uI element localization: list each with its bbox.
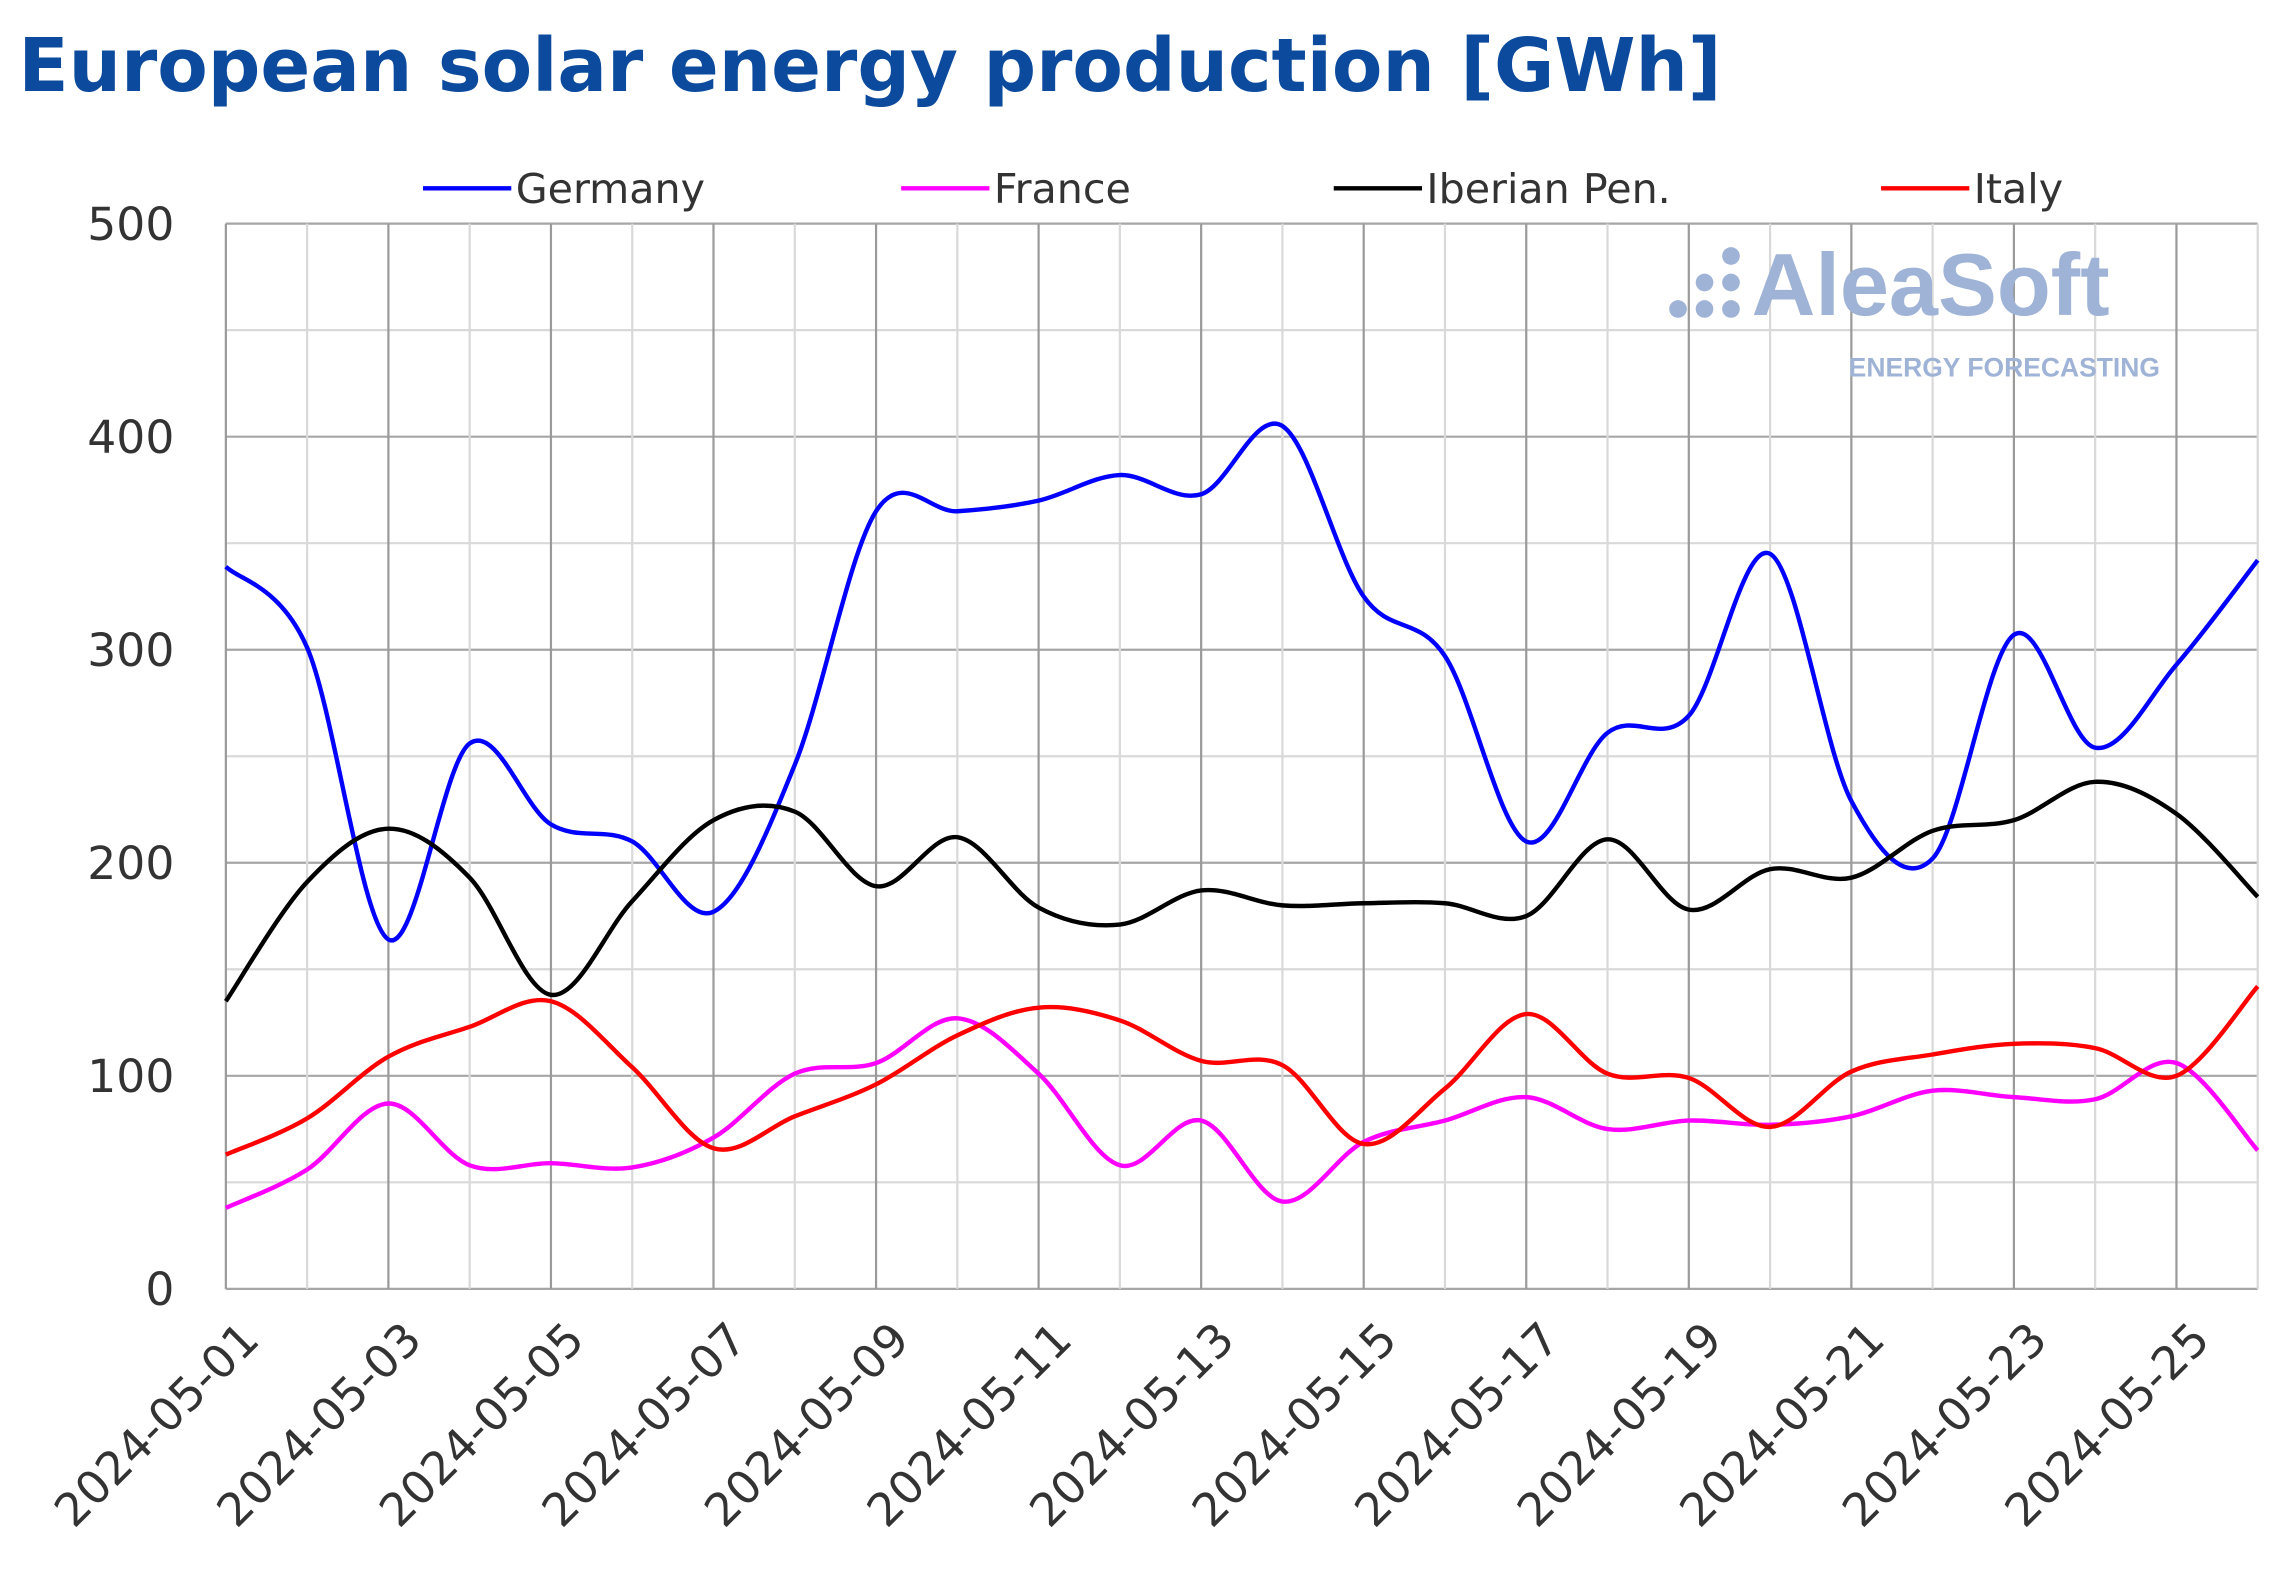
series-lines (224, 421, 2260, 1210)
y-tick-label: 200 (87, 837, 174, 890)
series-line-iberian-pen- (224, 779, 2260, 1003)
y-tick-label: 300 (87, 624, 174, 677)
y-tick-label: 400 (87, 411, 174, 464)
legend: Germany France Iberian Pen. Italy (423, 165, 2063, 213)
x-axis: 2024-05-012024-05-032024-05-052024-05-07… (44, 1312, 2219, 1537)
y-tick-label: 0 (145, 1263, 174, 1316)
y-tick-label: 500 (87, 198, 174, 251)
chart-title: European solar energy production [GWh] (18, 24, 1721, 109)
legend-label: Germany (516, 165, 705, 213)
logo-name: AleaSoft (1752, 235, 2110, 334)
series-line-germany (224, 421, 2260, 943)
logo-tagline: ENERGY FORECASTING (1849, 353, 2160, 383)
legend-label: Iberian Pen. (1426, 165, 1670, 213)
y-tick-label: 100 (87, 1050, 174, 1103)
legend-label: Italy (1974, 165, 2063, 213)
aleasoft-logo: AleaSoft ENERGY FORECASTING (1669, 235, 2160, 383)
grid (224, 222, 2259, 1290)
series-line-france (224, 1016, 2260, 1210)
series-line-italy (224, 984, 2260, 1157)
legend-label: France (994, 165, 1131, 213)
y-axis: 0 100 200 300 400 500 (87, 198, 174, 1316)
